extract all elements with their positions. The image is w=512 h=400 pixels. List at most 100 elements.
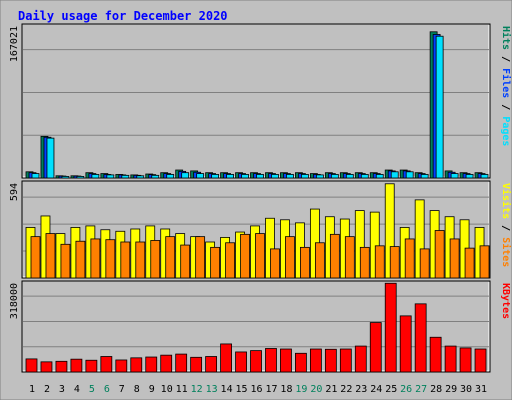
y-axis-max-label: 167021 — [9, 26, 20, 62]
x-tick-label-17: 17 — [265, 384, 277, 395]
bar-kbytes-day-7 — [115, 359, 128, 373]
bar-kbytes-day-10 — [160, 354, 173, 373]
bar-pages-day-9 — [151, 174, 160, 179]
bar-kbytes-day-30 — [459, 347, 472, 373]
bar-sites-day-6 — [105, 239, 116, 279]
bar-kbytes-day-26 — [399, 315, 412, 373]
legend-kbytes: KBytes — [500, 283, 511, 319]
x-tick-label-19: 19 — [295, 384, 307, 395]
bar-sites-day-30 — [464, 247, 475, 279]
bar-pages-day-31 — [480, 174, 489, 179]
bar-sites-day-10 — [165, 236, 176, 279]
bar-kbytes-day-9 — [145, 356, 158, 373]
chart-panels: 167021 Hits / Files / Pages 594 Visits / Si… — [9, 23, 512, 373]
bar-pages-day-12 — [196, 173, 205, 179]
bar-pages-day-1 — [31, 173, 40, 179]
bar-sites-day-20 — [314, 242, 325, 279]
bar-sites-day-2 — [45, 233, 56, 279]
bar-sites-day-9 — [150, 240, 161, 279]
bar-kbytes-day-16 — [250, 350, 262, 373]
bar-sites-day-5 — [90, 238, 101, 279]
bar-sites-day-11 — [180, 244, 191, 279]
bar-kbytes-day-31 — [474, 348, 487, 373]
x-tick-label-24: 24 — [370, 384, 382, 395]
x-tick-label-23: 23 — [355, 384, 367, 395]
x-tick-label-14: 14 — [221, 384, 233, 395]
x-axis-labels: 1 2 3 4 5 6 7 8 9 10 11 12 13 14 15 16 17 18 19 20 21 22 23 24 2… — [29, 384, 487, 395]
x-tick-label-25: 25 — [385, 384, 397, 395]
bar-sites-day-14 — [225, 242, 235, 279]
legend-item: KBytes — [500, 283, 511, 319]
x-tick-label-16: 16 — [250, 384, 262, 395]
bar-kbytes-day-29 — [444, 345, 457, 373]
legend-hits-files-pages: Hits / Files / Pages — [500, 26, 512, 146]
legend-item: / — [500, 219, 511, 231]
bar-pages-day-18 — [286, 174, 294, 179]
bar-sites-day-12 — [195, 236, 206, 279]
bar-sites-day-15 — [240, 233, 250, 279]
x-tick-label-11: 11 — [176, 384, 188, 395]
bar-kbytes-day-8 — [130, 357, 143, 373]
bar-pages-day-19 — [301, 174, 309, 179]
bar-kbytes-day-1 — [25, 358, 38, 373]
bar-sites-day-7 — [120, 241, 131, 279]
bar-kbytes-day-20 — [309, 348, 322, 373]
bar-sites-day-25 — [389, 246, 400, 279]
panel-hits-files-pages: 167021 Hits / Files / Pages — [9, 23, 512, 179]
bar-kbytes-day-14 — [220, 343, 232, 373]
x-tick-label-18: 18 — [280, 384, 292, 395]
legend-item: / — [500, 50, 511, 62]
bar-kbytes-day-12 — [190, 356, 203, 373]
x-tick-label-1: 1 — [29, 384, 35, 395]
x-tick-label-2: 2 — [44, 384, 50, 395]
bar-pages-day-14 — [226, 174, 234, 179]
legend-item: Pages — [500, 110, 511, 146]
x-tick-label-8: 8 — [134, 384, 140, 395]
bar-kbytes-day-22 — [339, 348, 352, 373]
bar-sites-day-23 — [359, 246, 370, 279]
bar-kbytes-day-13 — [205, 356, 218, 373]
legend-item: Visits — [500, 183, 512, 219]
bar-sites-day-27 — [419, 248, 430, 279]
bar-pages-day-23 — [360, 174, 369, 179]
legend-visits-sites: Visits / Sites — [500, 183, 512, 267]
bar-pages-day-29 — [450, 173, 459, 179]
bar-sites-day-16 — [255, 233, 265, 279]
x-tick-label-4: 4 — [74, 384, 80, 395]
bar-pages-day-3 — [61, 176, 70, 179]
bar-pages-day-30 — [465, 174, 474, 179]
x-tick-label-5: 5 — [89, 384, 95, 395]
bar-pages-day-24 — [375, 174, 384, 179]
bar-sites-day-22 — [344, 236, 355, 279]
x-tick-label-6: 6 — [104, 384, 110, 395]
bar-sites-day-26 — [404, 238, 415, 279]
x-tick-label-12: 12 — [191, 384, 203, 395]
bar-kbytes-day-23 — [354, 345, 367, 373]
bar-sites-day-24 — [374, 245, 385, 279]
bar-sites-day-1 — [30, 236, 41, 279]
bar-visits-day-25 — [384, 183, 395, 279]
x-tick-label-28: 28 — [430, 384, 442, 395]
bar-sites-day-29 — [449, 238, 460, 279]
bar-sites-day-18 — [285, 236, 295, 279]
bar-sites-day-17 — [270, 248, 280, 279]
legend-item: / — [500, 98, 511, 110]
bar-kbytes-day-19 — [295, 352, 307, 373]
bar-visits-day-27 — [414, 199, 425, 279]
bar-kbytes-day-6 — [100, 356, 113, 373]
bar-visits-day-17 — [265, 217, 275, 279]
x-tick-label-15: 15 — [236, 384, 248, 395]
bar-kbytes-day-27 — [414, 303, 427, 373]
bar-pages-day-6 — [106, 174, 115, 179]
x-tick-label-31: 31 — [475, 384, 487, 395]
bar-visits-day-24 — [369, 211, 380, 279]
bar-pages-day-10 — [166, 174, 175, 179]
bar-sites-day-28 — [434, 230, 445, 279]
bar-sites-day-3 — [60, 243, 71, 279]
x-tick-label-20: 20 — [310, 384, 322, 395]
bar-pages-day-27 — [420, 174, 429, 179]
bar-pages-day-15 — [241, 174, 249, 179]
plot-area — [21, 23, 491, 179]
